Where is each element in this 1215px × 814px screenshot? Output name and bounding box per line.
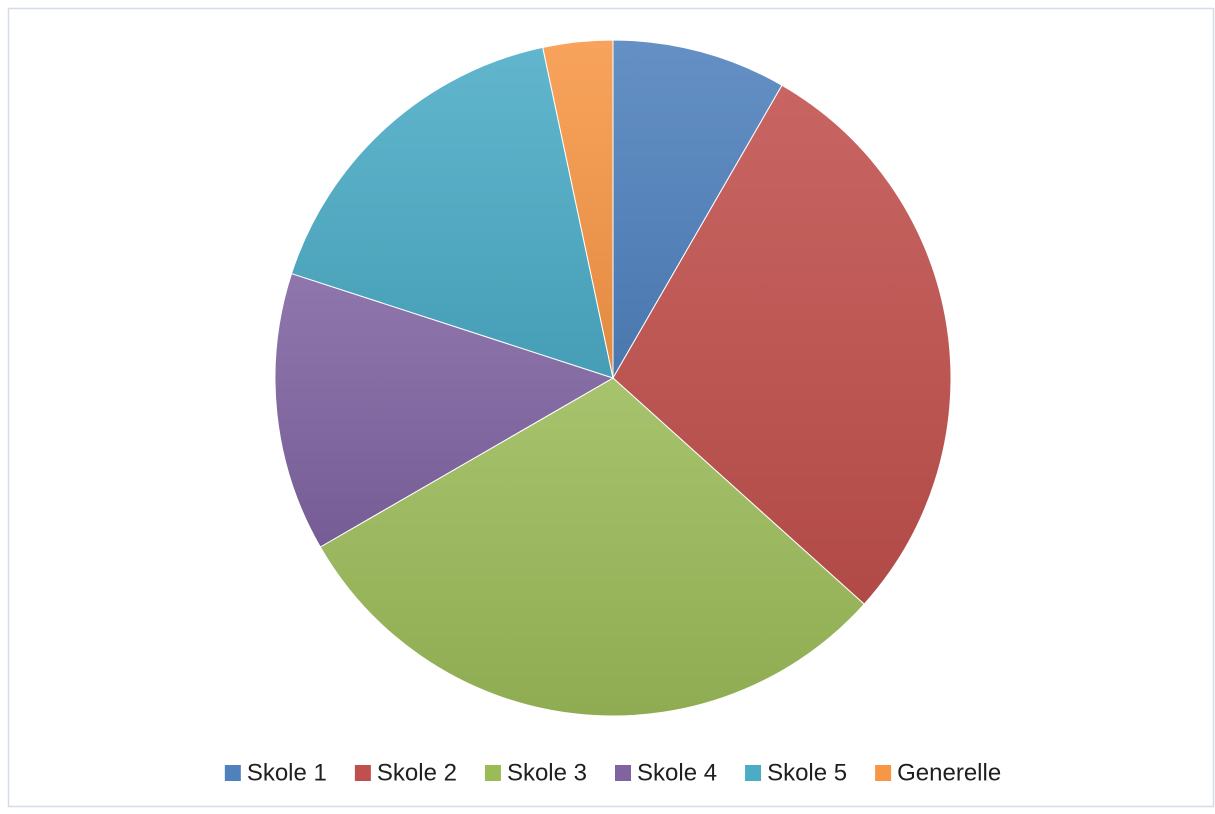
pie-slice bbox=[542, 39, 614, 379]
pie-slice bbox=[290, 46, 614, 379]
pie-slice bbox=[612, 84, 952, 605]
pie-slice bbox=[319, 377, 865, 717]
legend-swatch bbox=[354, 765, 371, 781]
legend-swatch bbox=[615, 765, 631, 781]
legend-label: Generelle bbox=[897, 759, 1001, 786]
legend-swatch bbox=[224, 765, 241, 781]
legend-swatch bbox=[745, 765, 762, 781]
legend-label: Skole 5 bbox=[767, 759, 847, 786]
legend-swatch bbox=[484, 765, 501, 781]
pie-slice bbox=[274, 272, 615, 548]
legend-swatch bbox=[875, 765, 892, 781]
legend-label: Skole 2 bbox=[377, 759, 457, 786]
legend-label: Skole 3 bbox=[507, 759, 587, 786]
legend-label: Skole 1 bbox=[247, 759, 327, 786]
legend-label: Skole 4 bbox=[637, 759, 717, 786]
pie-slice bbox=[612, 39, 783, 380]
